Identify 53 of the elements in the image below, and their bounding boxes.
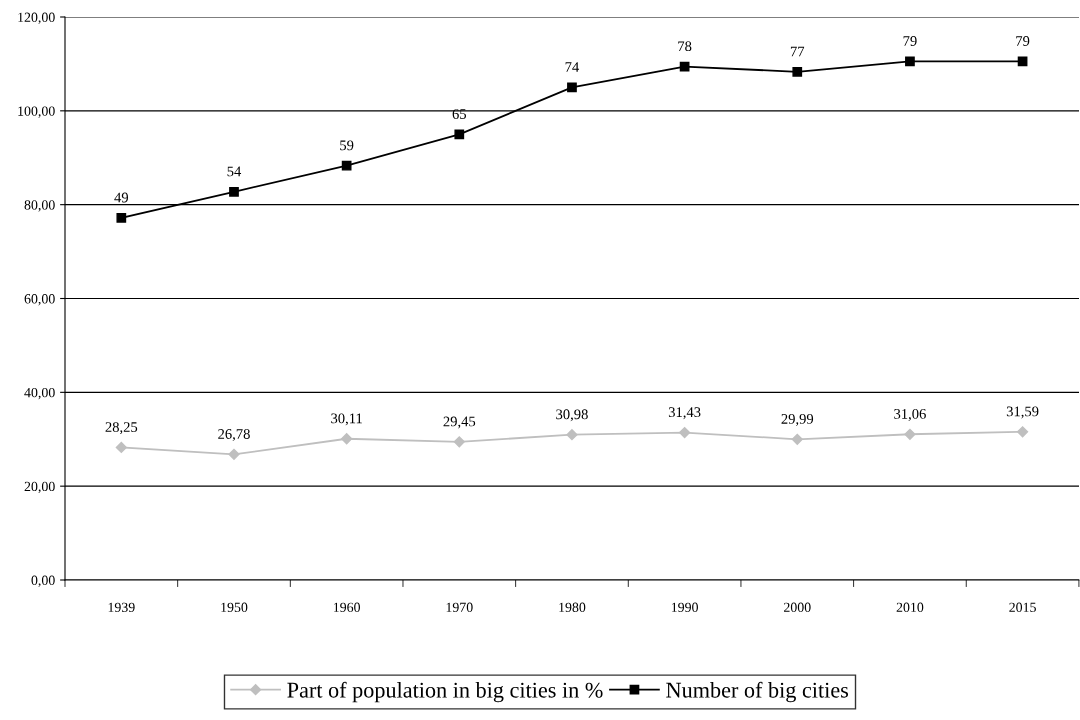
data-label: 49 xyxy=(114,192,129,203)
point xyxy=(229,186,239,197)
x-tick-label: 2015 xyxy=(1009,602,1036,612)
data-label: 74 xyxy=(565,62,580,72)
y-tick-label: 60,00 xyxy=(24,294,55,306)
point xyxy=(566,429,578,441)
data-label: 77 xyxy=(790,46,805,57)
y-tick-label: 100,00 xyxy=(18,106,55,118)
data-label: 29,45 xyxy=(443,416,476,429)
point xyxy=(453,436,465,448)
x-tick-label: 2000 xyxy=(784,602,811,612)
data-label: 65 xyxy=(452,109,467,119)
data-label: 31,06 xyxy=(894,408,926,421)
data-label: 79 xyxy=(903,36,917,46)
data-label: 30,11 xyxy=(331,413,362,426)
point xyxy=(791,433,803,445)
point xyxy=(567,82,577,93)
point xyxy=(792,66,803,77)
data-label: 59 xyxy=(340,140,354,151)
point xyxy=(1016,426,1029,438)
x-tick-label: 1960 xyxy=(333,602,360,612)
x-tick-label: 2010 xyxy=(896,602,924,612)
y-tick-label: 20,00 xyxy=(24,481,55,494)
data-label: 29,99 xyxy=(781,414,814,426)
y-tick-label: 120,00 xyxy=(18,12,55,24)
data-label: 31,43 xyxy=(668,407,701,420)
y-tick-label: 40,00 xyxy=(24,387,55,400)
point xyxy=(228,448,240,460)
data-label: 30,98 xyxy=(556,409,588,422)
x-tick-label: 1939 xyxy=(108,602,135,612)
data-label: 54 xyxy=(227,166,242,177)
point xyxy=(679,426,691,439)
x-tick-label: 1950 xyxy=(221,602,248,612)
data-label: 78 xyxy=(678,41,692,52)
x-tick-label: 1990 xyxy=(671,602,698,612)
x-tick-label: 1980 xyxy=(559,602,586,612)
y-tick-label: 0,00 xyxy=(31,575,55,587)
data-label: 79 xyxy=(1016,36,1030,46)
y-tick-label: 80,00 xyxy=(24,200,55,212)
point xyxy=(905,56,915,67)
point xyxy=(341,433,353,445)
point xyxy=(116,213,127,223)
point xyxy=(454,129,465,140)
x-tick-label: 1970 xyxy=(446,602,473,612)
legend-label: Number of big cities xyxy=(666,681,849,703)
legend-label: Part of population in big cities in % xyxy=(287,681,603,703)
data-label: 26,78 xyxy=(218,429,250,441)
point xyxy=(1017,56,1028,67)
data-label: 31,59 xyxy=(1006,406,1039,419)
point xyxy=(904,428,916,440)
point xyxy=(115,441,127,454)
point xyxy=(341,160,352,171)
data-label: 28,25 xyxy=(105,422,138,435)
